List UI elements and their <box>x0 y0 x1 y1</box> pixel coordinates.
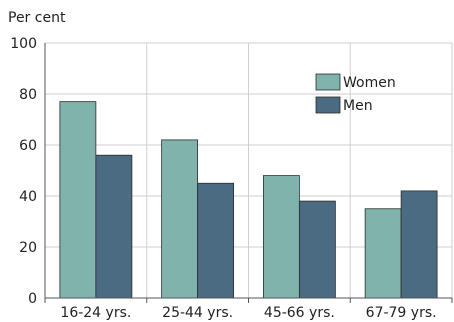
bar-women-3 <box>262 175 300 299</box>
bar-men-1 <box>95 154 133 299</box>
x-tick-label: 16-24 yrs. <box>60 305 131 321</box>
y-tick-label: 20 <box>19 240 37 256</box>
bar-women-2 <box>161 139 199 299</box>
legend-label-women: Women <box>343 75 396 91</box>
legend-swatch-women <box>315 73 341 91</box>
y-tick-label: 40 <box>19 189 37 205</box>
legend: Women Men <box>315 73 396 114</box>
y-tick-label: 60 <box>19 138 37 154</box>
bar-men-2 <box>197 182 235 299</box>
x-tick-label: 25-44 yrs. <box>162 305 233 321</box>
legend-label-men: Men <box>343 98 373 114</box>
axes <box>44 43 453 303</box>
y-tick-label: 0 <box>28 291 37 307</box>
bar-men-3 <box>298 200 336 299</box>
bar-women-4 <box>364 208 402 299</box>
y-tick-labels: 0 20 40 60 80 100 <box>10 36 37 307</box>
y-tick-label: 100 <box>10 36 37 52</box>
x-tick-label: 67-79 yrs. <box>366 305 437 321</box>
legend-swatch-men <box>315 96 341 114</box>
x-tick-labels: 16-24 yrs. 25-44 yrs. 45-66 yrs. 67-79 yrs. <box>60 305 436 321</box>
y-axis-title: Per cent <box>8 10 66 26</box>
x-tick-label: 45-66 yrs. <box>264 305 335 321</box>
bar-women-1 <box>59 101 97 299</box>
y-tick-label: 80 <box>19 87 37 103</box>
bar-men-4 <box>400 190 438 299</box>
bars <box>59 101 438 299</box>
